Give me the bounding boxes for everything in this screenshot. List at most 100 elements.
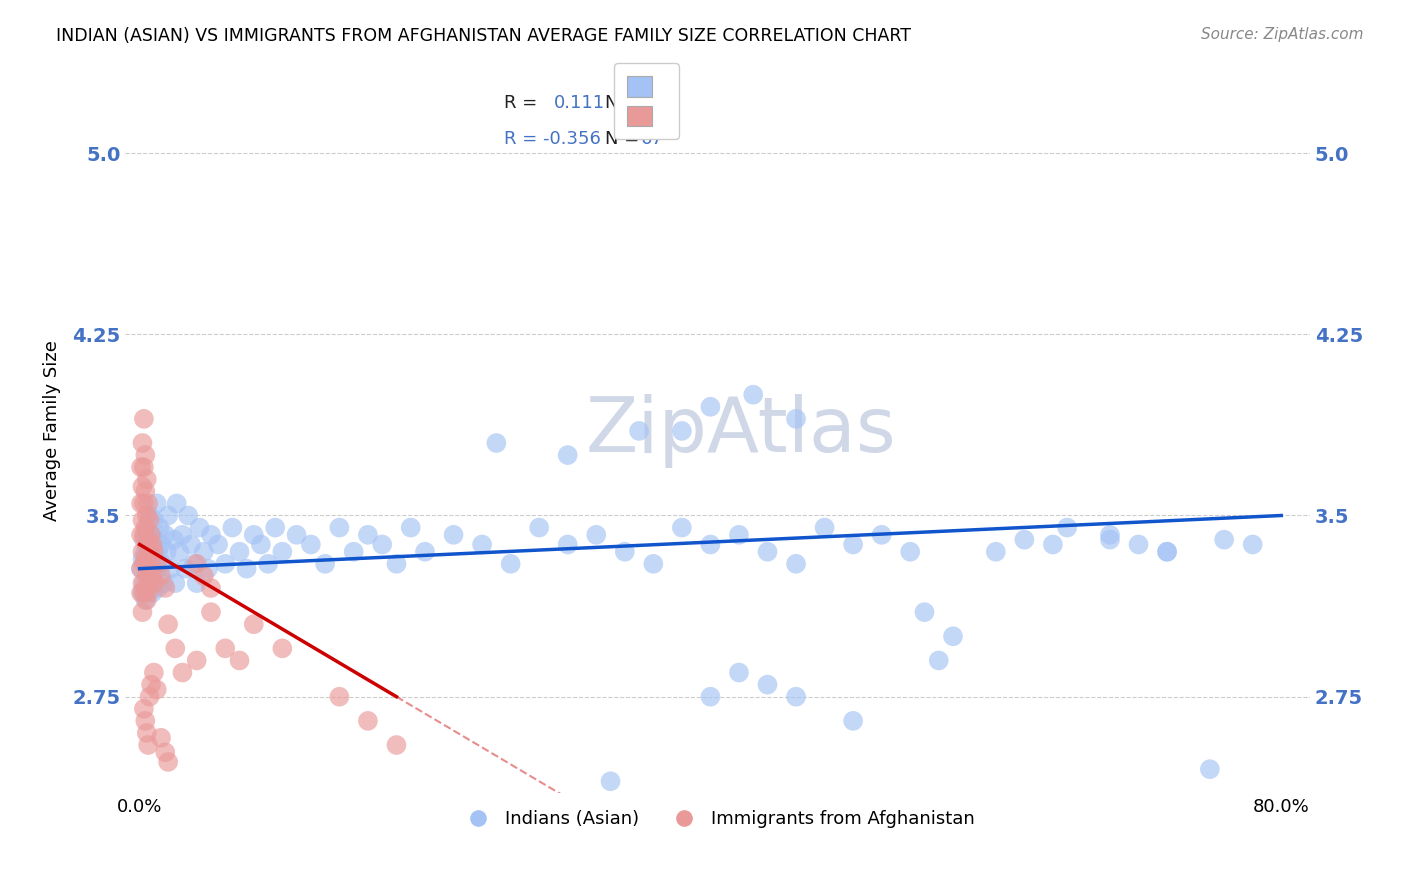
Point	[132, 460, 155, 475]
Point	[143, 576, 166, 591]
Point	[165, 576, 187, 591]
Point	[1014, 533, 1036, 547]
Point	[134, 448, 156, 462]
Point	[157, 508, 180, 523]
Point	[136, 586, 159, 600]
Point	[143, 533, 166, 547]
Point	[756, 678, 779, 692]
Point	[139, 678, 162, 692]
Point	[699, 537, 721, 551]
Point	[163, 533, 186, 547]
Point	[135, 569, 157, 583]
Point	[129, 528, 152, 542]
Point	[1056, 520, 1078, 534]
Point	[131, 586, 153, 600]
Point	[264, 520, 287, 534]
Point	[138, 513, 160, 527]
Point	[180, 537, 202, 551]
Point	[471, 537, 494, 551]
Point	[146, 581, 169, 595]
Point	[172, 528, 194, 542]
Point	[129, 562, 152, 576]
Text: 67: 67	[641, 130, 664, 148]
Point	[166, 496, 188, 510]
Point	[152, 557, 174, 571]
Point	[145, 557, 167, 571]
Point	[314, 557, 336, 571]
Point	[134, 545, 156, 559]
Point	[150, 537, 173, 551]
Point	[150, 731, 173, 745]
Point	[1042, 537, 1064, 551]
Point	[157, 755, 180, 769]
Point	[870, 528, 893, 542]
Point	[671, 424, 693, 438]
Point	[131, 436, 153, 450]
Text: 115: 115	[641, 94, 675, 112]
Point	[214, 557, 236, 571]
Point	[200, 528, 222, 542]
Point	[136, 581, 159, 595]
Point	[485, 436, 508, 450]
Point	[200, 581, 222, 595]
Point	[134, 593, 156, 607]
Point	[385, 738, 408, 752]
Point	[135, 508, 157, 523]
Point	[1128, 537, 1150, 551]
Point	[138, 508, 160, 523]
Point	[188, 520, 211, 534]
Point	[1156, 545, 1178, 559]
Point	[132, 586, 155, 600]
Point	[135, 537, 157, 551]
Point	[914, 605, 936, 619]
Point	[813, 520, 835, 534]
Point	[197, 562, 219, 576]
Point	[129, 586, 152, 600]
Point	[928, 653, 950, 667]
Point	[242, 528, 264, 542]
Point	[186, 576, 208, 591]
Point	[557, 537, 579, 551]
Point	[285, 528, 308, 542]
Point	[599, 774, 621, 789]
Point	[145, 562, 167, 576]
Point	[785, 557, 807, 571]
Point	[271, 545, 294, 559]
Point	[139, 569, 162, 583]
Point	[328, 690, 350, 704]
Text: N =: N =	[605, 94, 640, 112]
Point	[131, 576, 153, 591]
Point	[142, 513, 165, 527]
Point	[142, 576, 165, 591]
Point	[785, 412, 807, 426]
Point	[141, 545, 163, 559]
Point	[135, 726, 157, 740]
Point	[413, 545, 436, 559]
Point	[527, 520, 550, 534]
Point	[135, 562, 157, 576]
Point	[399, 520, 422, 534]
Point	[299, 537, 322, 551]
Point	[443, 528, 465, 542]
Point	[134, 714, 156, 728]
Point	[155, 745, 177, 759]
Point	[271, 641, 294, 656]
Point	[174, 562, 197, 576]
Point	[134, 484, 156, 499]
Point	[742, 387, 765, 401]
Point	[613, 545, 636, 559]
Point	[135, 472, 157, 486]
Point	[138, 557, 160, 571]
Point	[728, 665, 751, 680]
Point	[132, 702, 155, 716]
Point	[136, 533, 159, 547]
Point	[157, 617, 180, 632]
Point	[357, 714, 380, 728]
Point	[250, 537, 273, 551]
Point	[357, 528, 380, 542]
Point	[228, 545, 250, 559]
Point	[131, 513, 153, 527]
Point	[898, 545, 921, 559]
Point	[228, 653, 250, 667]
Point	[132, 412, 155, 426]
